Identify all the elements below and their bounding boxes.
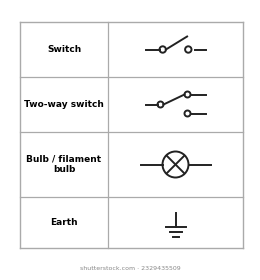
Text: Two-way switch: Two-way switch <box>24 100 104 109</box>
Text: Bulb / filament
bulb: Bulb / filament bulb <box>27 155 102 174</box>
Text: Switch: Switch <box>47 45 81 54</box>
Text: shutterstock.com · 2329435509: shutterstock.com · 2329435509 <box>80 265 180 270</box>
Text: Earth: Earth <box>50 218 78 227</box>
